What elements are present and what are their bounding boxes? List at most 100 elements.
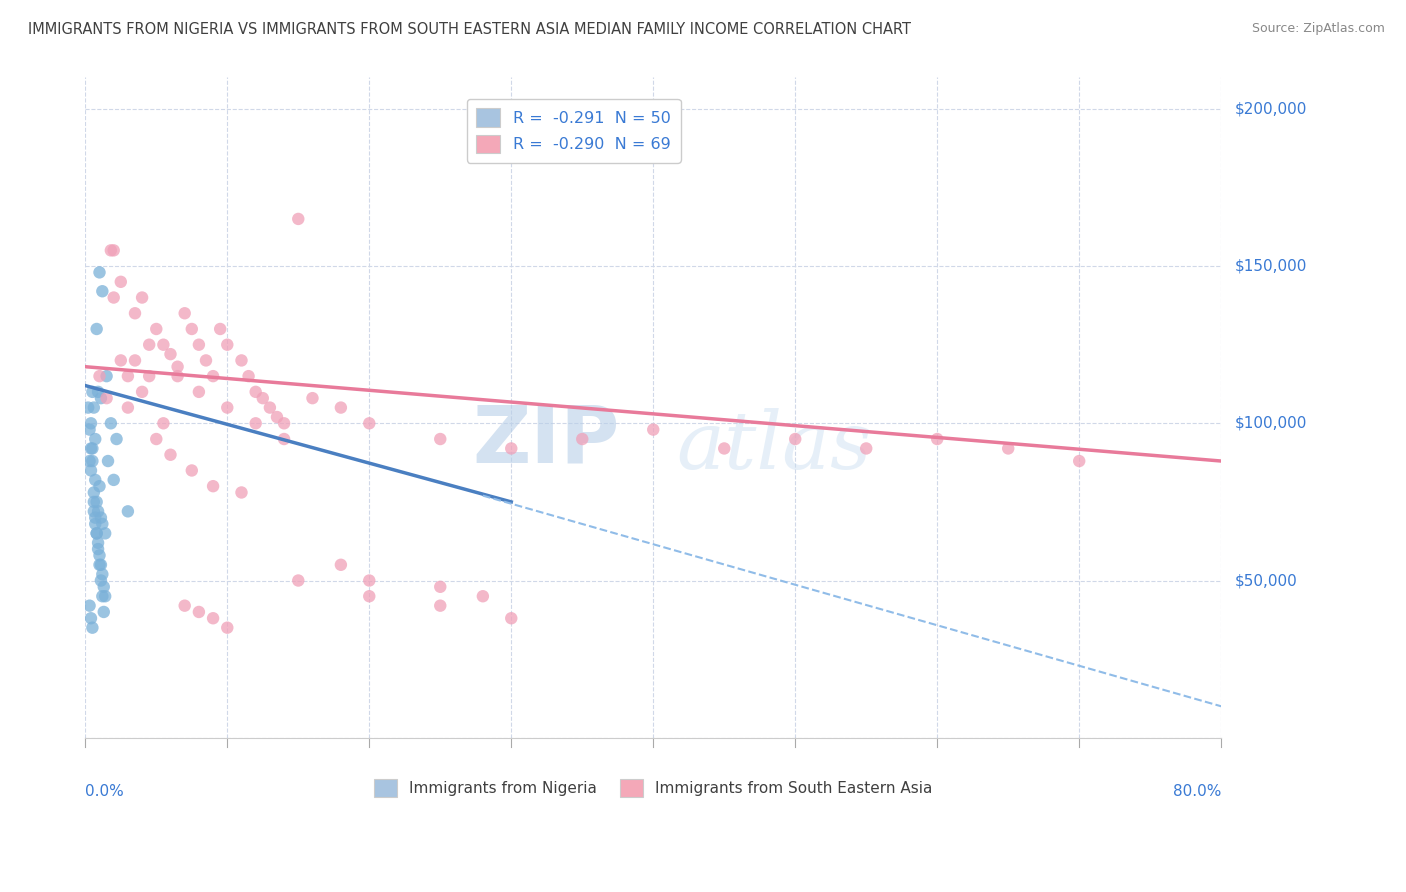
- Point: [202, 611, 225, 625]
- Legend: Immigrants from Nigeria, Immigrants from South Eastern Asia: Immigrants from Nigeria, Immigrants from…: [368, 772, 939, 803]
- Point: [90, 510, 112, 524]
- Point: [94, 526, 117, 541]
- Point: [138, 369, 160, 384]
- Text: 80.0%: 80.0%: [1173, 784, 1222, 799]
- Point: [103, 291, 125, 305]
- Point: [87, 384, 110, 399]
- Point: [180, 322, 202, 336]
- Point: [79, 599, 101, 613]
- Point: [91, 285, 114, 299]
- Point: [259, 401, 281, 415]
- Point: [187, 605, 209, 619]
- Point: [785, 432, 807, 446]
- Text: Source: ZipAtlas.com: Source: ZipAtlas.com: [1251, 22, 1385, 36]
- Text: atlas: atlas: [676, 409, 872, 486]
- Point: [103, 473, 125, 487]
- Point: [86, 322, 108, 336]
- Text: $200,000: $200,000: [1234, 102, 1308, 116]
- Point: [145, 322, 167, 336]
- Point: [166, 359, 188, 374]
- Point: [84, 516, 107, 531]
- Point: [90, 574, 112, 588]
- Point: [217, 621, 239, 635]
- Point: [287, 211, 309, 226]
- Point: [93, 580, 115, 594]
- Point: [86, 495, 108, 509]
- Point: [77, 401, 100, 415]
- Point: [87, 504, 110, 518]
- Point: [83, 504, 105, 518]
- Point: [84, 510, 107, 524]
- Point: [173, 599, 195, 613]
- Point: [131, 291, 153, 305]
- Point: [96, 369, 118, 384]
- Point: [83, 401, 105, 415]
- Point: [997, 442, 1019, 456]
- Point: [83, 495, 105, 509]
- Point: [105, 432, 128, 446]
- Point: [90, 558, 112, 572]
- Point: [79, 454, 101, 468]
- Point: [301, 391, 323, 405]
- Point: [83, 485, 105, 500]
- Point: [145, 432, 167, 446]
- Point: [97, 454, 120, 468]
- Point: [80, 463, 103, 477]
- Point: [103, 244, 125, 258]
- Point: [195, 353, 218, 368]
- Point: [713, 442, 735, 456]
- Point: [96, 391, 118, 405]
- Text: 0.0%: 0.0%: [86, 784, 124, 799]
- Point: [501, 611, 523, 625]
- Point: [110, 275, 132, 289]
- Point: [152, 337, 174, 351]
- Point: [571, 432, 593, 446]
- Point: [429, 432, 451, 446]
- Point: [202, 479, 225, 493]
- Point: [152, 417, 174, 431]
- Point: [173, 306, 195, 320]
- Point: [217, 401, 239, 415]
- Point: [124, 353, 146, 368]
- Point: [100, 417, 122, 431]
- Point: [245, 384, 267, 399]
- Point: [80, 417, 103, 431]
- Point: [855, 442, 877, 456]
- Text: $50,000: $50,000: [1234, 573, 1298, 588]
- Point: [359, 589, 381, 603]
- Point: [287, 574, 309, 588]
- Point: [159, 347, 181, 361]
- Text: $100,000: $100,000: [1234, 416, 1308, 431]
- Point: [266, 410, 288, 425]
- Point: [89, 549, 111, 563]
- Point: [187, 337, 209, 351]
- Point: [89, 558, 111, 572]
- Point: [80, 611, 103, 625]
- Point: [82, 442, 104, 456]
- Point: [217, 337, 239, 351]
- Point: [231, 485, 253, 500]
- Text: ZIP: ZIP: [472, 401, 619, 480]
- Point: [927, 432, 949, 446]
- Point: [166, 369, 188, 384]
- Point: [231, 353, 253, 368]
- Point: [84, 432, 107, 446]
- Point: [209, 322, 232, 336]
- Point: [501, 442, 523, 456]
- Point: [245, 417, 267, 431]
- Point: [82, 384, 104, 399]
- Point: [89, 479, 111, 493]
- Point: [90, 391, 112, 405]
- Point: [91, 589, 114, 603]
- Point: [117, 504, 139, 518]
- Point: [89, 369, 111, 384]
- Point: [429, 599, 451, 613]
- Point: [84, 473, 107, 487]
- Point: [138, 337, 160, 351]
- Point: [124, 306, 146, 320]
- Text: $150,000: $150,000: [1234, 259, 1308, 274]
- Point: [93, 605, 115, 619]
- Point: [100, 244, 122, 258]
- Point: [117, 401, 139, 415]
- Point: [187, 384, 209, 399]
